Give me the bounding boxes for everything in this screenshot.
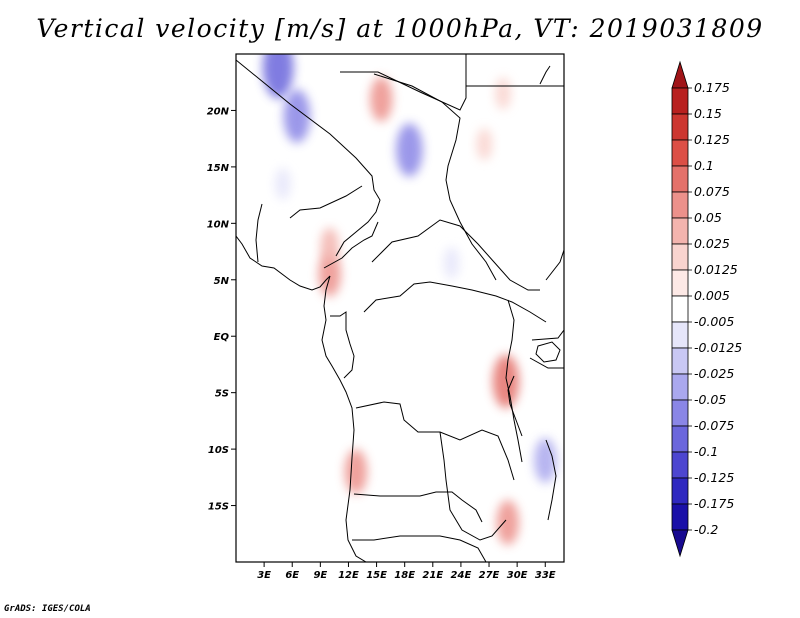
- lake-tanganyika: [507, 375, 523, 437]
- border-car: [371, 219, 540, 291]
- velocity-anomaly: [262, 54, 294, 99]
- y-tick-label: EQ: [214, 332, 230, 343]
- colorbar: 0.175 0.15 0.125 0.1 0.075 0.05 0.025 0.0125 0.0…: [671, 60, 742, 558]
- x-axis: 3E 6E 9E 12E 15E 18E 21E 24E 27E 30E 33E: [257, 562, 556, 581]
- lake-malawi: [545, 439, 557, 521]
- colorbar-band: [671, 60, 689, 89]
- colorbar-label: 0.175: [694, 80, 730, 95]
- colorbar-band: [671, 87, 689, 115]
- colorbar-label: 0.005: [694, 288, 730, 303]
- colorbar-label: -0.2: [694, 522, 718, 537]
- x-tick-label: 27E: [479, 570, 500, 581]
- coast-red-sea: [539, 65, 551, 85]
- colorbar-label: -0.0125: [694, 340, 742, 355]
- colorbar-band: [671, 217, 689, 245]
- border-nigeria-cameroon: [323, 221, 379, 269]
- colorbar-label: 0.125: [694, 132, 730, 147]
- velocity-anomaly: [318, 251, 341, 297]
- colorbar-label: -0.1: [694, 444, 718, 459]
- coastline-west-africa: [236, 235, 331, 291]
- colorbar-label: 0.05: [694, 210, 722, 225]
- border-sahara: [236, 59, 381, 257]
- velocity-anomaly: [320, 227, 339, 265]
- colorbar-band: [671, 373, 689, 401]
- colorbar-band: [671, 165, 689, 193]
- colorbar-label: 0.0125: [694, 262, 738, 277]
- x-tick-label: 24E: [451, 570, 472, 581]
- velocity-anomaly: [274, 167, 291, 200]
- velocity-anomaly: [283, 89, 311, 143]
- y-tick-label: 20N: [207, 106, 230, 117]
- y-tick-label: 15S: [208, 502, 229, 513]
- colorbar-label: 0.075: [694, 184, 730, 199]
- colorbar-label: -0.005: [694, 314, 734, 329]
- colorbar-band: [671, 243, 689, 271]
- colorbar-label: -0.175: [694, 496, 734, 511]
- y-tick-label: 15N: [207, 163, 230, 174]
- x-tick-label: 21E: [422, 570, 443, 581]
- velocity-anomaly: [344, 449, 368, 495]
- colorbar-label: -0.025: [694, 366, 734, 381]
- colorbar-label: -0.075: [694, 418, 734, 433]
- velocity-anomaly: [476, 128, 493, 161]
- plot-frame: [235, 53, 565, 563]
- velocity-anomaly: [396, 123, 423, 177]
- x-tick-label: 12E: [338, 570, 359, 581]
- colorbar-band: [671, 399, 689, 427]
- colorbar-band: [671, 113, 689, 141]
- plot-area: [236, 54, 564, 562]
- lake-victoria: [535, 341, 561, 363]
- chart-title: Vertical velocity [m/s] at 1000hPa, VT: …: [36, 14, 764, 43]
- colorbar-label: 0.15: [694, 106, 722, 121]
- colorbar-band: [671, 529, 689, 558]
- colorbar-band: [671, 347, 689, 375]
- border-west-mid: [255, 185, 363, 263]
- y-tick-label: 5N: [214, 276, 230, 287]
- y-tick-label: 10S: [208, 445, 229, 456]
- x-tick-label: 33E: [535, 570, 556, 581]
- y-axis: 20N 15N 10N 5N EQ 5S 10S 15S: [207, 106, 236, 513]
- border-namibia: [352, 535, 487, 562]
- velocity-anomaly: [443, 246, 460, 279]
- country-borders: [236, 54, 564, 562]
- border-zambia: [439, 431, 507, 541]
- colorbar-band: [671, 451, 689, 479]
- colorbar-band: [671, 425, 689, 453]
- velocity-anomaly: [534, 438, 557, 483]
- colorbar-label: 0.025: [694, 236, 730, 251]
- coastline-central-west: [321, 275, 367, 562]
- credit-text: GrADS: IGES/COLA: [4, 604, 91, 614]
- y-tick-label: 10N: [207, 219, 230, 230]
- border-congo-drc: [363, 281, 547, 323]
- colorbar-band: [671, 477, 689, 505]
- x-tick-label: 18E: [394, 570, 415, 581]
- x-tick-label: 15E: [366, 570, 387, 581]
- velocity-anomaly: [495, 77, 512, 110]
- velocity-anomaly: [370, 76, 393, 122]
- colorbar-label: -0.125: [694, 470, 734, 485]
- colorbar-label: -0.05: [694, 392, 726, 407]
- border-angola: [353, 491, 483, 523]
- x-tick-label: 30E: [507, 570, 528, 581]
- velocity-anomaly: [496, 500, 519, 545]
- colorbar-label: 0.1: [694, 158, 714, 173]
- colorbar-band: [671, 191, 689, 219]
- y-tick-label: 5S: [215, 389, 229, 400]
- colorbar-band: [671, 139, 689, 167]
- colorbar-band: [671, 295, 689, 323]
- border-gabon: [330, 311, 355, 379]
- border-libya-egypt: [340, 54, 467, 111]
- colorbar-band: [671, 269, 689, 297]
- colorbar-band: [671, 321, 689, 349]
- border-east: [529, 249, 564, 369]
- x-tick-label: 3E: [257, 570, 271, 581]
- colorbar-band: [671, 503, 689, 531]
- x-tick-label: 6E: [285, 570, 299, 581]
- velocity-field: [262, 54, 557, 545]
- border-great-lakes: [505, 299, 523, 463]
- velocity-anomaly: [492, 354, 520, 408]
- x-tick-label: 9E: [313, 570, 327, 581]
